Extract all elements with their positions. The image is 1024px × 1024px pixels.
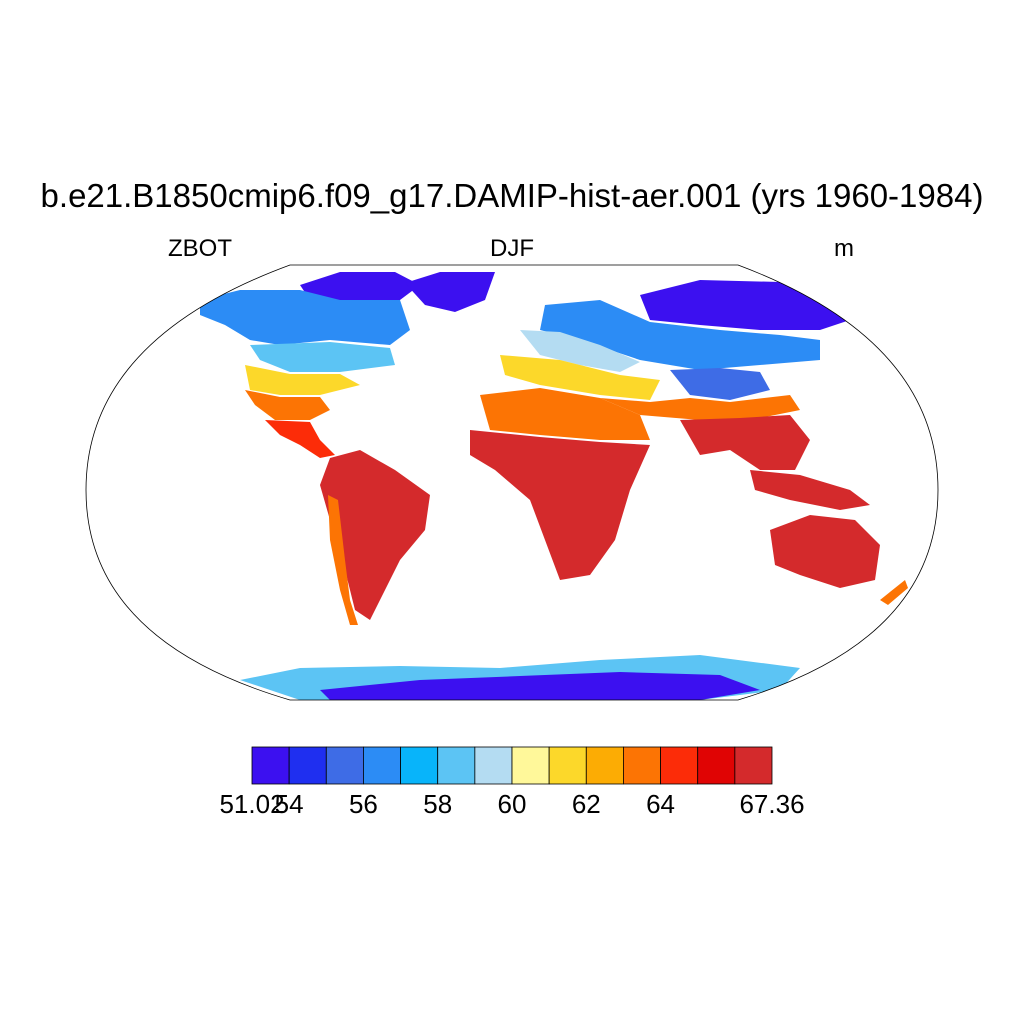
north-america-yellow: [245, 365, 360, 395]
new-zealand: [880, 580, 908, 605]
map-boundary: [85, 264, 939, 701]
north-america-cold: [300, 272, 420, 300]
south-america-andes: [328, 495, 358, 625]
colorbar-swatch: [363, 746, 401, 785]
central-asia-cold: [670, 368, 770, 400]
colorbar-tick-label: 56: [348, 789, 378, 819]
africa: [470, 430, 650, 580]
colorbar-swatch: [697, 746, 736, 785]
europe-light: [520, 330, 640, 372]
north-africa: [480, 388, 650, 440]
north-america-mid: [200, 290, 410, 345]
colorbar-swatch: [585, 746, 624, 785]
colorbar-tick-label: 62: [571, 789, 601, 819]
colorbar-swatch: [288, 746, 327, 785]
colorbar-tick-label: 58: [423, 789, 453, 819]
south-america: [320, 450, 430, 620]
colorbar-tick-label: 60: [497, 789, 527, 819]
colorbar-tick-label: 54: [274, 789, 304, 819]
colorbar-tick-label: 67.36: [739, 789, 805, 819]
north-america-light: [250, 342, 395, 372]
south-asia: [680, 415, 810, 470]
australia: [770, 515, 880, 588]
colorbar-swatch: [548, 746, 587, 785]
colorbar-swatch: [251, 746, 290, 785]
units-label: m: [834, 235, 854, 262]
europe-yellow: [500, 355, 660, 400]
colorbar-swatch: [437, 746, 476, 785]
colorbar-tick-label: 64: [646, 789, 676, 819]
colorbar-swatch: [734, 746, 773, 785]
asia-orange: [600, 395, 800, 420]
colorbar-swatch: [660, 746, 699, 785]
eurasia-cold: [640, 280, 850, 330]
variable-label: ZBOT: [168, 235, 232, 262]
north-america-orange: [245, 390, 330, 420]
colorbar-swatch: [511, 746, 550, 785]
maritime-continent: [750, 470, 870, 510]
colorbar-tick-label: 51.02: [219, 789, 285, 819]
north-america-greenland: [405, 272, 495, 312]
map-title: b.e21.B1850cmip6.f09_g17.DAMIP-hist-aer.…: [40, 177, 984, 214]
colorbar-swatch: [325, 746, 364, 785]
eurasia-blue: [540, 300, 820, 370]
colorbar-swatch: [400, 746, 439, 785]
season-label: DJF: [490, 235, 534, 262]
colorbar-swatch: [474, 746, 513, 785]
antarctica-cold: [320, 672, 760, 700]
central-america: [265, 420, 335, 458]
colorbar-swatch: [623, 746, 661, 785]
